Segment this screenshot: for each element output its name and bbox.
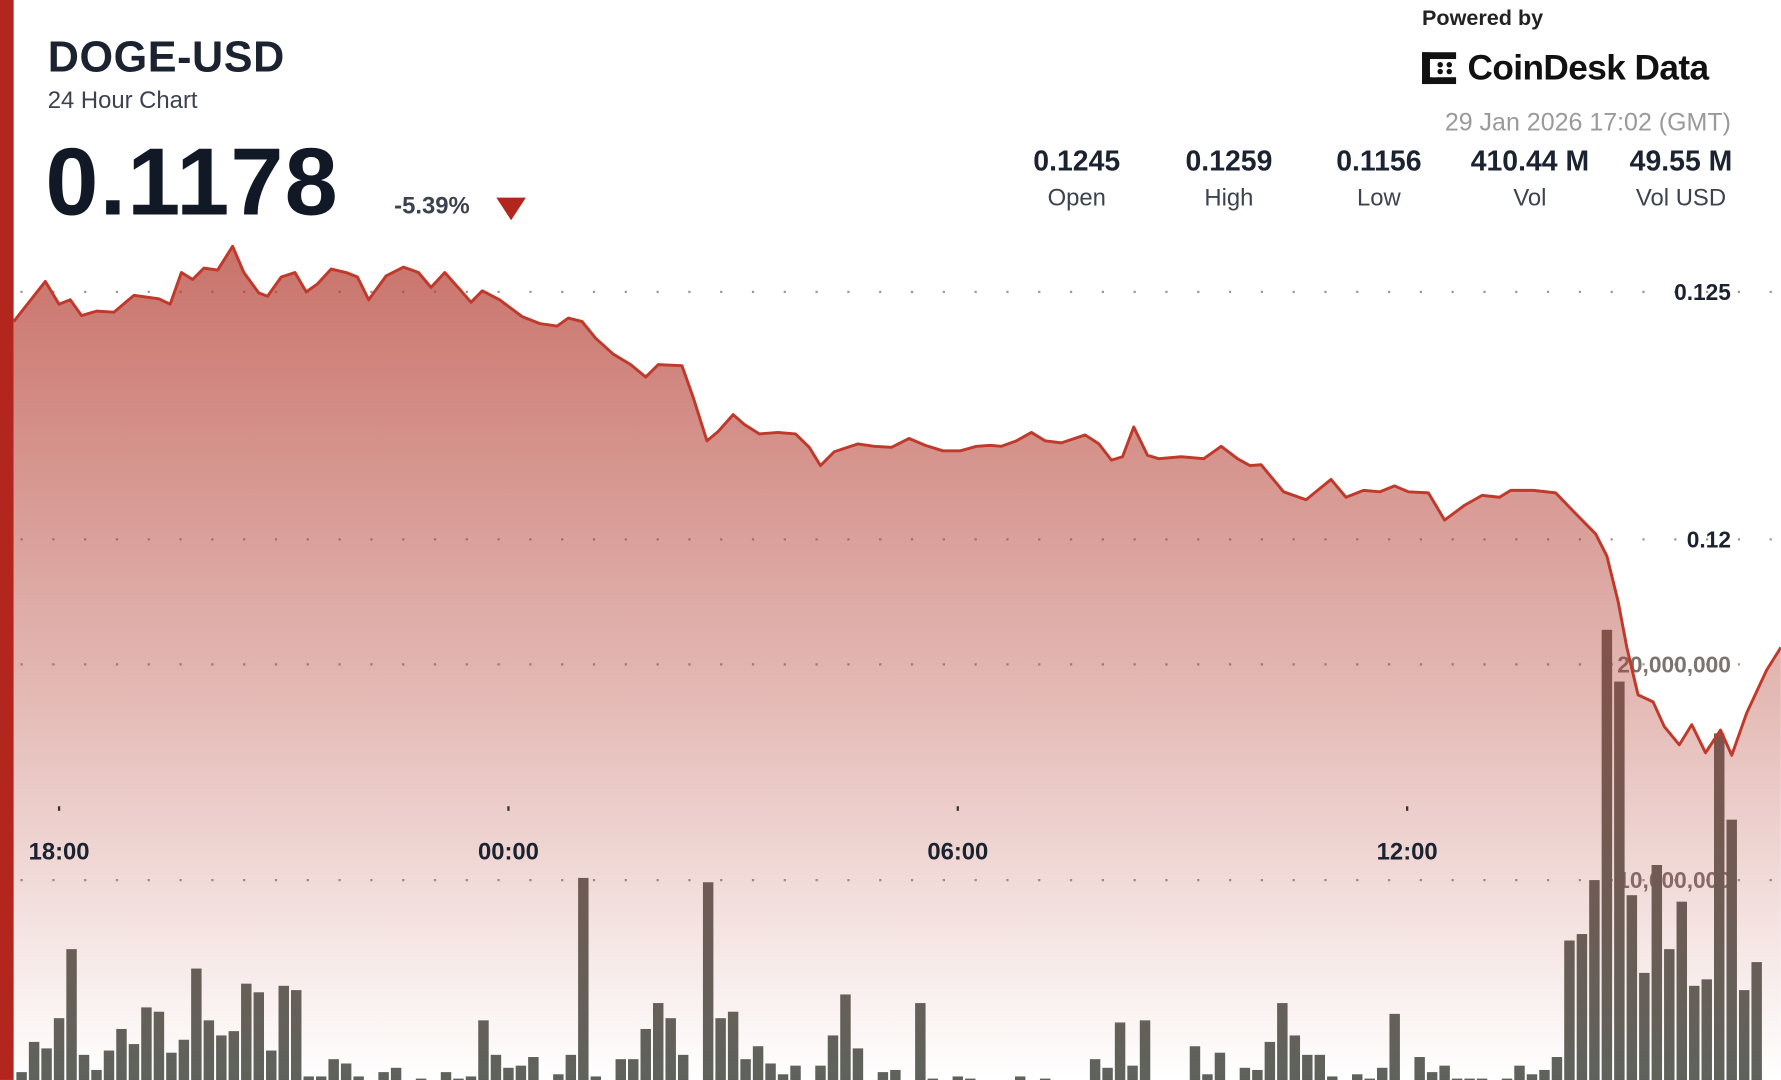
stat-value: 0.1259 [1185,145,1273,178]
price-axis-labels: 0.125 0.12 [1674,279,1731,553]
timestamp: 29 Jan 2026 17:02 (GMT) [1444,107,1731,137]
price-area [13,246,1781,1080]
price-tick-label: 0.12 [1687,526,1731,552]
time-axis: 18:00 00:00 06:00 12:00 [29,806,1438,866]
stat-low: 0.1156 Low [1299,145,1458,212]
coindesk-logo: CoinDesk Data [1420,48,1709,89]
stat-value: 0.1156 [1336,145,1422,178]
symbol-title: DOGE-USD [47,34,285,82]
brand-name: CoinDesk Data [1467,47,1709,88]
coindesk-logo-icon [1422,52,1457,85]
stat-value: 0.1245 [1033,145,1121,178]
stat-vol: 410.44 M Vol [1450,145,1609,212]
stat-high: 0.1259 High [1149,145,1308,212]
powered-by-label: Powered by [1422,6,1544,31]
down-arrow-icon [496,197,526,221]
price-change: -5.39% [394,193,470,220]
stat-value: 410.44 M [1470,145,1590,178]
price-line [12,244,1781,757]
stat-label: Open [1047,185,1106,212]
stat-label: Vol USD [1635,185,1727,212]
stat-open: 0.1245 Open [997,145,1156,212]
price-tick-label: 0.125 [1674,279,1731,305]
accent-bar [0,0,14,1080]
stat-label: Vol [1513,185,1547,212]
stat-label: High [1204,185,1254,212]
stat-vol-usd: 49.55 M Vol USD [1601,145,1760,212]
volume-tick-label: 20,000,000 [1617,651,1731,677]
stat-label: Low [1356,185,1401,212]
chart-subtitle: 24 Hour Chart [47,87,198,114]
x-tick-label: 06:00 [927,839,988,866]
x-tick-label: 18:00 [29,839,90,866]
x-tick-label: 12:00 [1377,839,1438,866]
current-price: 0.1178 [45,128,339,236]
x-tick-label: 00:00 [478,839,539,866]
stat-value: 49.55 M [1629,145,1733,178]
